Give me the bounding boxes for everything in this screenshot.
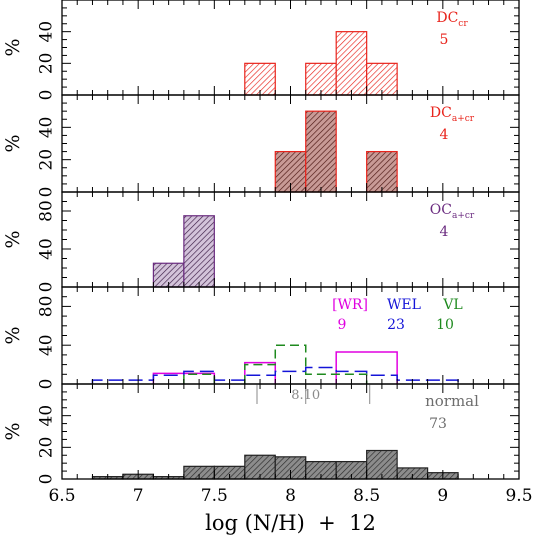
panel-label-base: DC xyxy=(430,105,452,121)
y-tick-label: 0 xyxy=(37,187,57,198)
x-tick-label: 7 xyxy=(133,486,144,506)
panel-label-subscript: a+cr xyxy=(452,114,475,124)
legend-count: 9 xyxy=(338,317,347,333)
panel-count: 4 xyxy=(440,224,449,240)
legend-count: 23 xyxy=(387,317,405,333)
y-tick-label: 0 xyxy=(37,379,57,390)
y-tick-label: 20 xyxy=(37,437,57,459)
y-axis-label: % xyxy=(2,422,24,440)
panel-label-base: normal xyxy=(425,392,479,410)
y-tick-label: 80 xyxy=(37,296,57,318)
median-label: 8.10 xyxy=(291,388,320,403)
y-axis-label: % xyxy=(2,134,24,152)
panel-label: DCcr xyxy=(436,10,468,29)
legend-name: [WR] xyxy=(332,297,368,313)
x-tick-label: 8.5 xyxy=(353,486,380,506)
histogram-bar xyxy=(335,31,368,96)
y-tick-label: 20 xyxy=(37,149,57,171)
y-tick-label: 0 xyxy=(37,282,57,293)
histogram-bar xyxy=(366,150,398,193)
y-tick-label: 0 xyxy=(37,474,57,485)
panel-dc-cr: 0 20 40% DCcr 5 xyxy=(2,0,520,101)
y-tick-label: 20 xyxy=(37,53,57,75)
panel-label-subscript: a+cr xyxy=(452,211,475,221)
legend-count: 10 xyxy=(436,317,454,333)
x-tick-label: 8 xyxy=(285,486,296,506)
panel-label-subscript: cr xyxy=(458,19,468,29)
y-tick-label: 0 xyxy=(37,90,57,101)
panel-label: DCa+cr xyxy=(430,105,475,124)
y-axis-label: % xyxy=(2,38,24,56)
panel-count: 4 xyxy=(440,127,449,143)
panel-label: normal xyxy=(425,392,479,410)
y-axis-label: % xyxy=(2,230,24,248)
series-wel-step xyxy=(91,366,459,384)
y-tick-label: 40 xyxy=(37,117,57,139)
y-tick-label: 80 xyxy=(37,200,57,222)
panel-wr-wel-vl: 0 40 80% [WR] 9 WEL 23 VL 10 xyxy=(2,286,520,390)
x-tick-label: 9.5 xyxy=(505,486,532,506)
y-axis-label: % xyxy=(2,326,24,344)
x-tick-label: 7.5 xyxy=(201,486,228,506)
legend-name: WEL xyxy=(387,297,421,313)
histogram-bar xyxy=(305,110,337,193)
x-tick-label: 9 xyxy=(437,486,448,506)
histogram-bar xyxy=(274,150,307,193)
panel-label-base: DC xyxy=(436,10,458,26)
legend-name: VL xyxy=(442,297,462,313)
histogram-bar xyxy=(183,215,215,288)
panel-count: 5 xyxy=(440,32,449,48)
panel-label-base: OC xyxy=(430,202,452,218)
panel-count: 73 xyxy=(429,416,447,432)
panel-label: OCa+cr xyxy=(430,202,475,221)
y-tick-label: 40 xyxy=(37,238,57,260)
y-tick-label: 40 xyxy=(37,334,57,356)
y-tick-label: 40 xyxy=(37,405,57,427)
panel-normal: 8.10 0 20 40% normal 73 xyxy=(2,383,520,485)
x-tick-label: 6.5 xyxy=(48,486,75,506)
y-tick-label: 40 xyxy=(37,21,57,43)
x-axis-title: log (N/H) + 12 xyxy=(205,511,376,535)
